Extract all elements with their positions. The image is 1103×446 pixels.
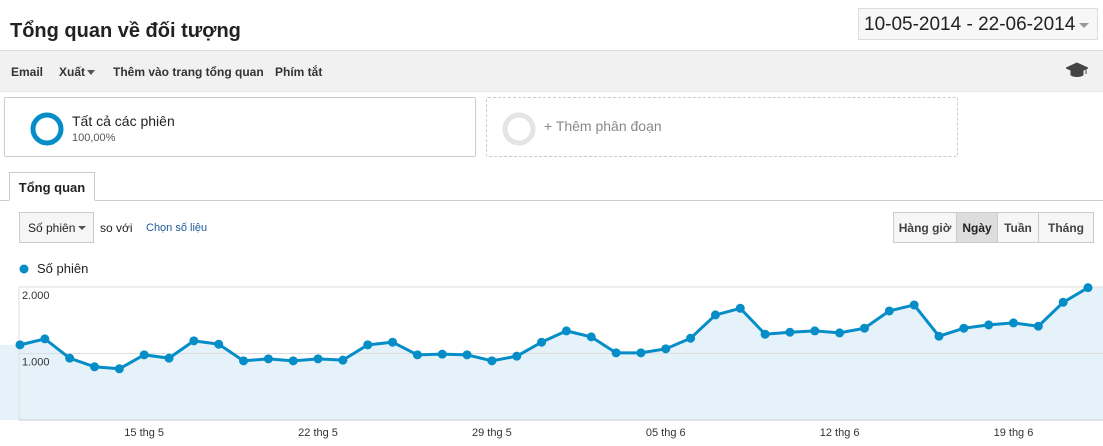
point <box>1033 321 1043 331</box>
point <box>537 337 547 347</box>
granularity-button[interactable]: Hàng giờ <box>893 212 957 243</box>
tab-rule <box>0 200 1103 201</box>
segment-share: 100,00% <box>72 132 116 144</box>
point <box>735 303 745 313</box>
point <box>661 344 671 354</box>
granularity-button[interactable]: Ngày <box>956 212 998 243</box>
segment-name: Tất cả các phiên <box>72 113 175 129</box>
chart: Số phiên 1.000 2.000 15 thg 5 22 thg 5 29 thg… <box>0 261 1103 439</box>
point <box>909 300 919 310</box>
tab[interactable]: Tổng quan <box>9 172 95 201</box>
point <box>512 351 522 361</box>
toolbar: Email Xuất Thêm vào trang tổng quan Phím… <box>0 50 1103 92</box>
point <box>1083 283 1093 293</box>
point <box>835 328 845 338</box>
x-tick-label: 05 thg 6 <box>646 427 686 439</box>
point <box>934 331 944 341</box>
y-tick-label: 1.000 <box>22 357 50 369</box>
point <box>437 349 447 359</box>
point <box>214 339 224 349</box>
point <box>90 362 100 372</box>
point <box>388 337 398 347</box>
toolbar-item[interactable]: Email <box>11 65 44 79</box>
x-tick-label: 22 thg 5 <box>298 427 338 439</box>
point <box>114 364 124 374</box>
choose-metric[interactable]: Chọn số liệu <box>146 222 208 234</box>
metric-select[interactable]: Số phiên <box>19 212 94 243</box>
point <box>561 326 571 336</box>
point <box>139 350 149 360</box>
point <box>462 350 472 360</box>
point <box>189 336 199 346</box>
point <box>884 306 894 316</box>
legend-label: Số phiên <box>37 261 88 276</box>
point <box>65 353 75 363</box>
point <box>239 356 249 366</box>
point <box>959 323 969 333</box>
point <box>686 333 696 343</box>
point <box>363 340 373 350</box>
legend-marker <box>19 264 29 274</box>
point <box>1058 297 1068 307</box>
toolbar-item[interactable]: Thêm vào trang tổng quan <box>113 65 264 79</box>
segment-ring <box>30 112 64 146</box>
add-segment[interactable]: + Thêm phân đoạn <box>486 97 958 157</box>
point <box>15 340 25 350</box>
point <box>487 356 497 366</box>
granularity-button[interactable]: Tuần <box>997 212 1039 243</box>
granularity-button[interactable]: Tháng <box>1038 212 1094 243</box>
date-range[interactable]: 10-05-2014 - 22-06-2014 <box>858 8 1098 40</box>
toolbar-item[interactable]: Phím tắt <box>275 65 323 79</box>
point <box>810 326 820 336</box>
toolbar-item[interactable]: Xuất <box>59 65 86 79</box>
x-tick-label: 15 thg 5 <box>124 427 164 439</box>
add-segment-label: + Thêm phân đoạn <box>544 118 662 134</box>
x-tick-label: 29 thg 5 <box>472 427 512 439</box>
point <box>313 354 323 364</box>
point <box>412 350 422 360</box>
y-tick-label: 2.000 <box>22 290 50 302</box>
point <box>586 332 596 342</box>
point <box>984 320 994 330</box>
x-tick-label: 12 thg 6 <box>820 427 860 439</box>
point <box>859 323 869 333</box>
segment-card[interactable]: Tất cả các phiên 100,00% <box>4 97 476 157</box>
point <box>164 353 174 363</box>
dropdown-caret <box>87 70 95 75</box>
point <box>636 348 646 358</box>
compare-label: so với <box>100 221 133 235</box>
segment-ring-empty <box>502 112 536 146</box>
point <box>710 310 720 320</box>
academy-icon[interactable] <box>1066 62 1088 78</box>
point <box>263 354 273 364</box>
x-tick-label: 19 thg 6 <box>994 427 1034 439</box>
point <box>611 348 621 358</box>
point <box>1008 318 1018 328</box>
point <box>785 327 795 337</box>
point <box>40 334 50 344</box>
page-title: Tổng quan về đối tượng <box>10 20 241 42</box>
point <box>338 355 348 365</box>
point <box>288 356 298 366</box>
point <box>760 329 770 339</box>
